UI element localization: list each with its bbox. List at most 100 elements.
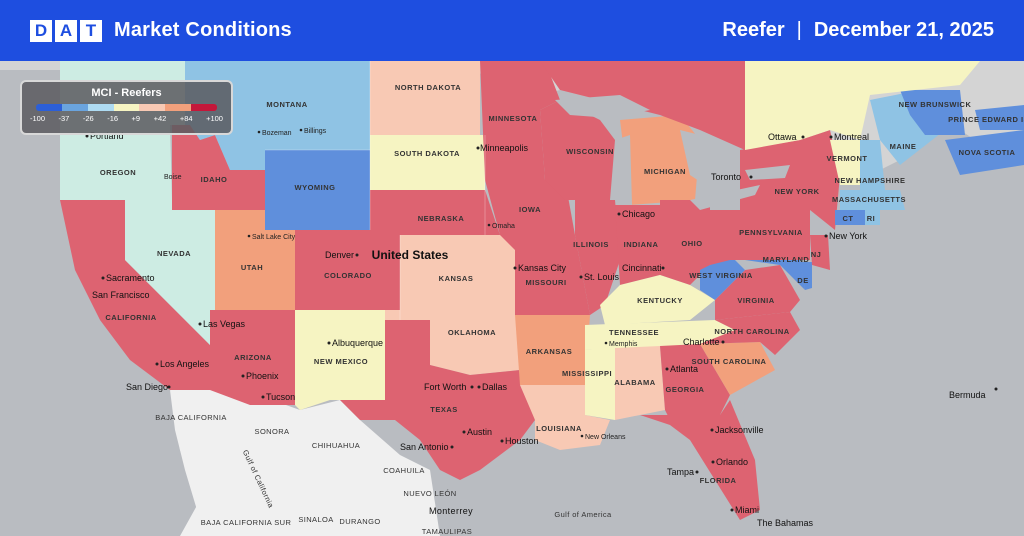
state-utah	[215, 210, 295, 310]
state-label: ALABAMA	[614, 378, 655, 387]
state-delaware	[800, 262, 812, 290]
city-label: Charlotte	[683, 337, 720, 347]
city-label: Omaha	[492, 223, 515, 230]
state-label: NEW MEXICO	[314, 357, 368, 366]
city-label: Atlanta	[670, 364, 698, 374]
city-label: Cincinnati	[622, 263, 662, 273]
city-label: Las Vegas	[203, 319, 246, 329]
state-label: MASSACHUSETTS	[832, 195, 906, 204]
state-label: NEVADA	[157, 249, 191, 258]
region-label: SONORA	[255, 427, 290, 436]
state-label: UTAH	[241, 263, 263, 272]
state-iowa	[485, 180, 575, 235]
state-idaho	[172, 125, 265, 210]
state-ohio	[660, 200, 710, 285]
region-label: Monterrey	[429, 506, 473, 516]
state-label: RI	[867, 214, 876, 223]
province-nova-scotia	[945, 130, 1024, 175]
state-massachusetts	[840, 190, 905, 210]
state-missouri	[500, 235, 590, 315]
city-label: Ottawa	[768, 132, 797, 142]
report-date: December 21, 2025	[813, 19, 994, 41]
city-label: Orlando	[716, 457, 748, 467]
legend-swatch	[87, 104, 114, 111]
country-label: United States	[372, 248, 449, 262]
state-label: MISSISSIPPI	[562, 369, 612, 378]
city-label: Jacksonville	[715, 425, 764, 435]
state-louisiana	[520, 385, 610, 450]
state-label: NEW BRUNSWICK	[899, 100, 972, 109]
mci-legend: MCI - Reefers -100 -37 -26 -16 +9 +42 +8…	[20, 80, 233, 135]
city-label: Memphis	[609, 341, 638, 348]
state-colorado	[295, 230, 400, 310]
region-label: COAHUILA	[383, 466, 425, 475]
state-pennsylvania	[710, 210, 810, 265]
lake-huron	[680, 130, 720, 185]
state-maryland	[745, 260, 805, 290]
city-label: Minneapolis	[480, 143, 529, 153]
region-label: TAMAULIPAS	[422, 527, 472, 536]
state-texas	[330, 320, 535, 480]
state-label: NEBRASKA	[418, 214, 465, 223]
state-label: OKLAHOMA	[448, 328, 496, 337]
state-wisconsin	[540, 100, 615, 200]
city-label: St. Louis	[584, 272, 620, 282]
legend-swatch	[36, 104, 62, 111]
state-georgia	[660, 344, 730, 420]
region-label: SINALOA	[298, 515, 333, 524]
state-label: GEORGIA	[666, 385, 705, 394]
region-label: NUEVO LEÓN	[403, 489, 456, 498]
state-nevada	[125, 200, 215, 345]
city-label: Houston	[505, 436, 539, 446]
state-west-virginia	[700, 255, 745, 300]
city-label: Boise	[164, 174, 182, 181]
state-label: ARIZONA	[234, 353, 272, 362]
header-separator: |	[796, 19, 802, 41]
city-label: San Diego	[126, 382, 168, 392]
lake-michigan	[615, 135, 632, 205]
city-label: San Antonio	[400, 442, 449, 452]
city-label: Chicago	[622, 209, 655, 219]
gulf-water	[440, 440, 700, 536]
state-label: ILLINOIS	[573, 240, 609, 249]
reefer-market-map[interactable]: MONTANA NORTH DAKOTA MINNESOTA WISCONSIN…	[0, 61, 1024, 536]
city-label: Miami	[735, 505, 759, 515]
state-label: PRINCE EDWARD ISLAND	[948, 115, 1024, 124]
city-label: Toronto	[711, 172, 741, 182]
region-label: BAJA CALIFORNIA SUR	[201, 518, 292, 527]
legend-swatch	[139, 104, 166, 111]
state-label: NJ	[811, 250, 822, 259]
region-label: DURANGO	[339, 517, 380, 526]
state-label: DE	[797, 276, 808, 285]
state-arizona	[210, 310, 295, 405]
ontario-region	[540, 61, 745, 150]
state-north-dakota	[370, 61, 480, 135]
state-label: SOUTH DAKOTA	[394, 149, 460, 158]
state-label: NEW YORK	[774, 187, 819, 196]
state-label: MONTANA	[266, 100, 307, 109]
legend-swatch	[191, 104, 217, 111]
state-label: WYOMING	[295, 183, 336, 192]
state-label: NORTH DAKOTA	[395, 83, 461, 92]
legend-tick: +84	[179, 114, 193, 123]
state-alabama	[615, 346, 665, 420]
state-label: CALIFORNIA	[105, 313, 156, 322]
city-label: Dallas	[482, 382, 508, 392]
legend-tick: -26	[82, 114, 94, 123]
state-new-hampshire	[860, 140, 885, 190]
state-label: NEW HAMPSHIRE	[834, 176, 905, 185]
state-connecticut	[835, 210, 865, 225]
map-svg: MONTANA NORTH DAKOTA MINNESOTA WISCONSIN…	[0, 61, 1024, 536]
state-label: MARYLAND	[763, 255, 810, 264]
city-label: Sacramento	[106, 273, 155, 283]
state-label: MICHIGAN	[644, 167, 686, 176]
city-label: Fort Worth	[424, 382, 466, 392]
state-mississippi	[585, 348, 615, 420]
lake-erie	[690, 185, 760, 210]
city-label: Tucson	[266, 392, 295, 402]
state-label: KENTUCKY	[637, 296, 683, 305]
city-label: Phoenix	[246, 371, 279, 381]
city-label: New Orleans	[585, 434, 626, 441]
lake-ontario	[745, 165, 790, 180]
state-label: TENNESSEE	[609, 328, 659, 337]
